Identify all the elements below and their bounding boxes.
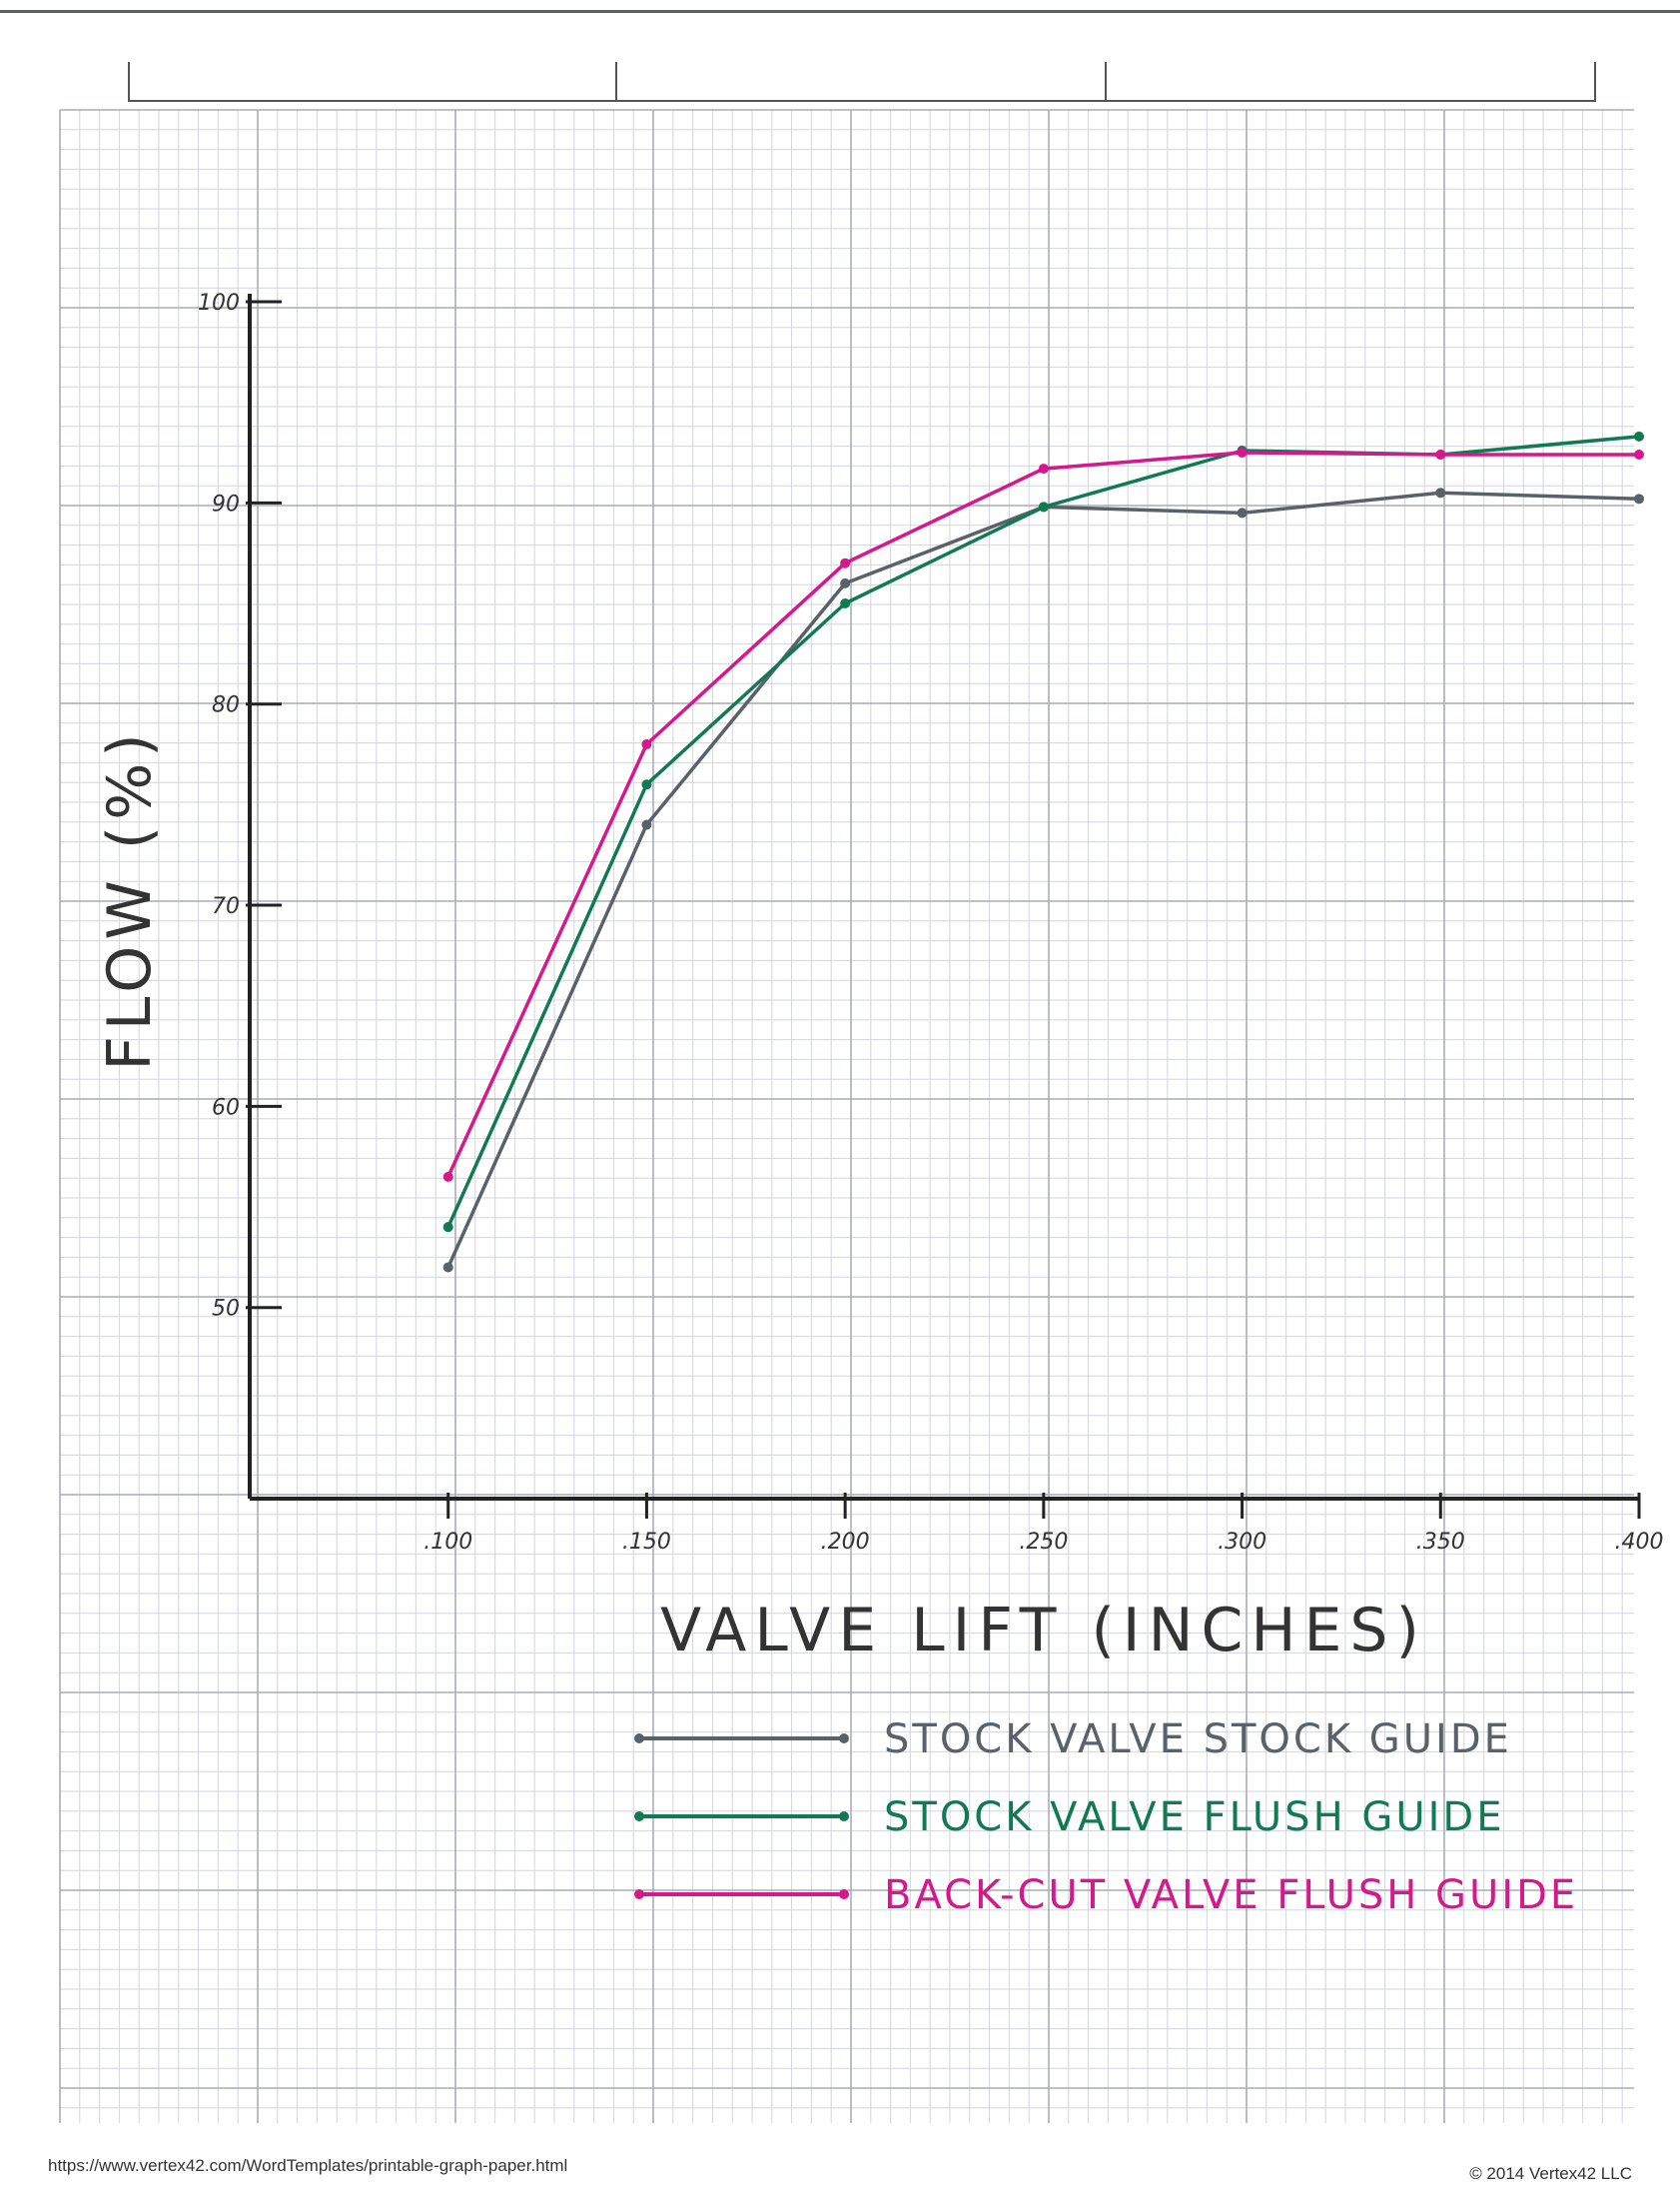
series-point-3: [1237, 448, 1248, 459]
series-point-2: [442, 1222, 453, 1233]
footer-url: https://www.vertex42.com/WordTemplates/p…: [48, 2156, 568, 2175]
y-tick-label: 80: [212, 693, 240, 718]
y-tick-label: 100: [198, 291, 240, 316]
series-point-1: [1634, 494, 1644, 505]
series-point-1: [641, 819, 652, 830]
x-tick-label: .100: [423, 1530, 472, 1555]
series-point-1: [1435, 488, 1446, 499]
x-tick-label: .350: [1416, 1530, 1465, 1555]
series-point-3: [1634, 450, 1644, 461]
series-point-1: [840, 577, 851, 588]
series-line-3: [445, 451, 1641, 1179]
series-point-3: [1435, 450, 1446, 461]
bracket-tick: [615, 62, 617, 100]
x-tick-label: .300: [1218, 1530, 1266, 1555]
y-ticks: 50 60 70 80 90 100: [198, 291, 282, 1322]
bracket-tick: [128, 62, 130, 100]
series-point-3: [840, 557, 851, 568]
legend-swatch-dot: [634, 1889, 644, 1899]
x-tick-label: .250: [1019, 1530, 1068, 1555]
series-group: [442, 431, 1644, 1273]
x-ticks: .100 .150 .200 .250 .300 .350 .400: [423, 1493, 1663, 1555]
bracket-tick: [1105, 62, 1107, 100]
series-point-3: [442, 1171, 453, 1182]
grid-major: [59, 109, 1634, 2123]
x-tick-label: .200: [821, 1530, 870, 1555]
footer-copyright: © 2014 Vertex42 LLC: [1469, 2164, 1632, 2183]
legend-label-3: BACK-CUT VALVE FLUSH GUIDE: [884, 1872, 1578, 1918]
x-tick-label: .400: [1615, 1530, 1664, 1555]
legend-label-1: STOCK VALVE STOCK GUIDE: [884, 1716, 1512, 1762]
legend-label-2: STOCK VALVE FLUSH GUIDE: [884, 1794, 1505, 1840]
series-point-3: [1038, 464, 1049, 475]
y-tick-label: 90: [212, 492, 240, 517]
top-rule: [0, 10, 1680, 13]
series-line-1: [445, 491, 1641, 1270]
y-tick-label: 70: [212, 894, 240, 919]
y-axis-label: FLOW (%): [95, 727, 165, 1070]
legend: STOCK VALVE STOCK GUIDE STOCK VALVE FLUSH…: [634, 1716, 1578, 1918]
series-point-2: [840, 598, 851, 609]
header-bracket: [128, 62, 1596, 102]
grid-minor: [60, 110, 1634, 2123]
x-tick-label: .150: [622, 1530, 671, 1555]
x-axis-label: VALVE LIFT (INCHES): [660, 1596, 1427, 1665]
series-point-2: [1038, 502, 1049, 513]
series-point-2: [641, 779, 652, 790]
legend-swatch-dot: [839, 1733, 849, 1743]
y-tick-label: 60: [212, 1095, 240, 1120]
series-point-1: [1237, 508, 1248, 519]
series-point-3: [641, 738, 652, 749]
y-tick-label: 50: [212, 1297, 240, 1322]
legend-swatch-dot: [634, 1733, 644, 1743]
series-point-1: [442, 1262, 453, 1273]
legend-swatch-dot: [839, 1889, 849, 1899]
legend-swatch-dot: [839, 1811, 849, 1821]
series-point-2: [1634, 431, 1644, 442]
axes: [248, 294, 1639, 1501]
bracket-tick: [1594, 62, 1596, 100]
legend-swatch-dot: [634, 1811, 644, 1821]
series-line-2: [445, 435, 1641, 1229]
